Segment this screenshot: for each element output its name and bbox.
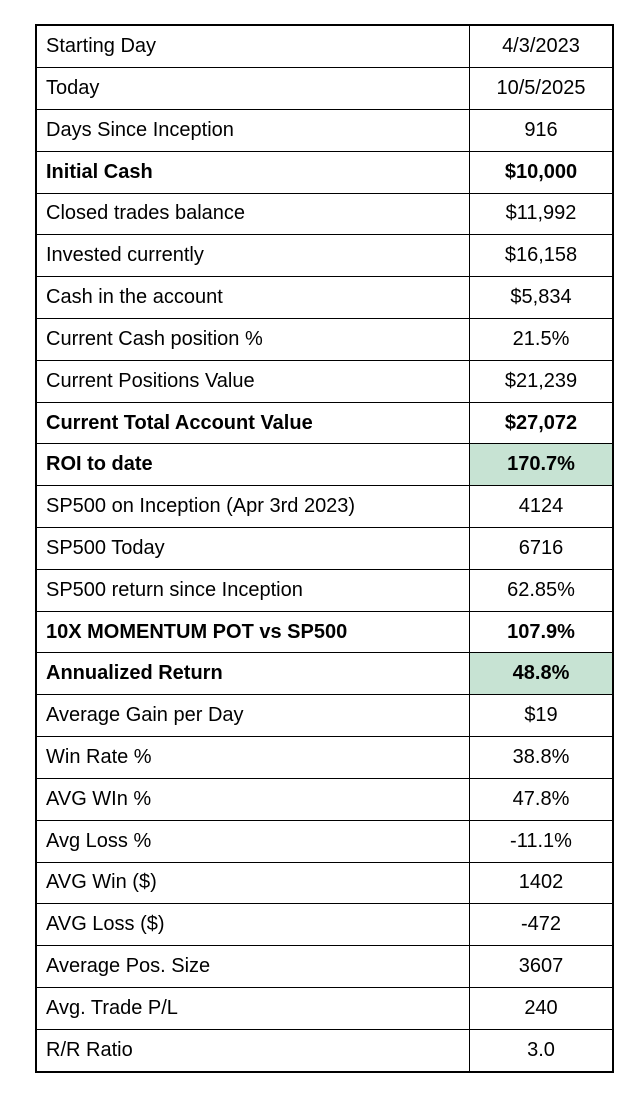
table-row: Avg. Trade P/L 240 [35,986,614,1030]
metric-value: $19 [469,694,614,738]
metric-value: $27,072 [469,401,614,445]
metric-value-highlighted: 170.7% [469,443,614,487]
table-row: Initial Cash $10,000 [35,150,614,194]
metric-label: Average Gain per Day [35,694,470,738]
table-row: ROI to date 170.7% [35,443,614,487]
metric-value: -472 [469,903,614,947]
metric-label: SP500 return since Inception [35,568,470,612]
metric-label: SP500 on Inception (Apr 3rd 2023) [35,485,470,529]
stats-table-body: Starting Day 4/3/2023 Today 10/5/2025 Days S… [35,24,614,1073]
metric-value: 916 [469,108,614,152]
metric-label: AVG WIn % [35,777,470,821]
metric-value: $11,992 [469,192,614,236]
metric-label: 10X MOMENTUM POT vs SP500 [35,610,470,654]
metric-value: 1402 [469,861,614,905]
table-row: Starting Day 4/3/2023 [35,24,614,69]
metric-value: 4/3/2023 [469,24,614,69]
table-row: AVG WIn % 47.8% [35,777,614,821]
table-row: Avg Loss % -11.1% [35,819,614,863]
metric-value: 107.9% [469,610,614,654]
metric-label: Current Cash position % [35,317,470,361]
table-row: 10X MOMENTUM POT vs SP500 107.9% [35,610,614,654]
metric-value: 21.5% [469,317,614,361]
table-row: Annualized Return 48.8% [35,652,614,696]
metric-label: Win Rate % [35,736,470,779]
metric-label: Current Total Account Value [35,401,470,445]
metric-label: R/R Ratio [35,1028,470,1073]
table-row: R/R Ratio 3.0 [35,1028,614,1073]
table-row: Current Total Account Value $27,072 [35,401,614,445]
table-row: Current Cash position % 21.5% [35,317,614,361]
table-row: Closed trades balance $11,992 [35,192,614,236]
table-row: Current Positions Value $21,239 [35,359,614,403]
table-row: Cash in the account $5,834 [35,276,614,319]
table-row: SP500 return since Inception 62.85% [35,568,614,612]
table-row: Today 10/5/2025 [35,67,614,110]
table-row: SP500 Today 6716 [35,527,614,570]
metric-label: Invested currently [35,234,470,278]
metric-value-highlighted: 48.8% [469,652,614,696]
table-row: AVG Loss ($) -472 [35,903,614,947]
metric-label: AVG Loss ($) [35,903,470,947]
metric-value: -11.1% [469,819,614,863]
metric-label: Cash in the account [35,276,470,319]
table-row: AVG Win ($) 1402 [35,861,614,905]
metric-value: 240 [469,986,614,1030]
metric-value: 4124 [469,485,614,529]
metric-label: Initial Cash [35,150,470,194]
metric-value: 6716 [469,527,614,570]
table-row: Average Gain per Day $19 [35,694,614,738]
metric-label: Avg Loss % [35,819,470,863]
metric-label: SP500 Today [35,527,470,570]
metric-label: Average Pos. Size [35,945,470,988]
metric-value: $5,834 [469,276,614,319]
metric-value: $16,158 [469,234,614,278]
metric-value: 10/5/2025 [469,67,614,110]
metric-label: Current Positions Value [35,359,470,403]
metric-value: 38.8% [469,736,614,779]
metric-label: Avg. Trade P/L [35,986,470,1030]
metric-label: AVG Win ($) [35,861,470,905]
metric-value: 3.0 [469,1028,614,1073]
metric-label: Closed trades balance [35,192,470,236]
metric-label: Today [35,67,470,110]
metric-label: Starting Day [35,24,470,69]
table-row: Days Since Inception 916 [35,108,614,152]
portfolio-stats-table: Starting Day 4/3/2023 Today 10/5/2025 Days S… [35,24,614,1073]
metric-label: Days Since Inception [35,108,470,152]
metric-value: $21,239 [469,359,614,403]
table-row: Win Rate % 38.8% [35,736,614,779]
metric-label: ROI to date [35,443,470,487]
table-row: Average Pos. Size 3607 [35,945,614,988]
metric-value: $10,000 [469,150,614,194]
metric-value: 3607 [469,945,614,988]
metric-value: 62.85% [469,568,614,612]
table-row: SP500 on Inception (Apr 3rd 2023) 4124 [35,485,614,529]
metric-label: Annualized Return [35,652,470,696]
table-row: Invested currently $16,158 [35,234,614,278]
metric-value: 47.8% [469,777,614,821]
